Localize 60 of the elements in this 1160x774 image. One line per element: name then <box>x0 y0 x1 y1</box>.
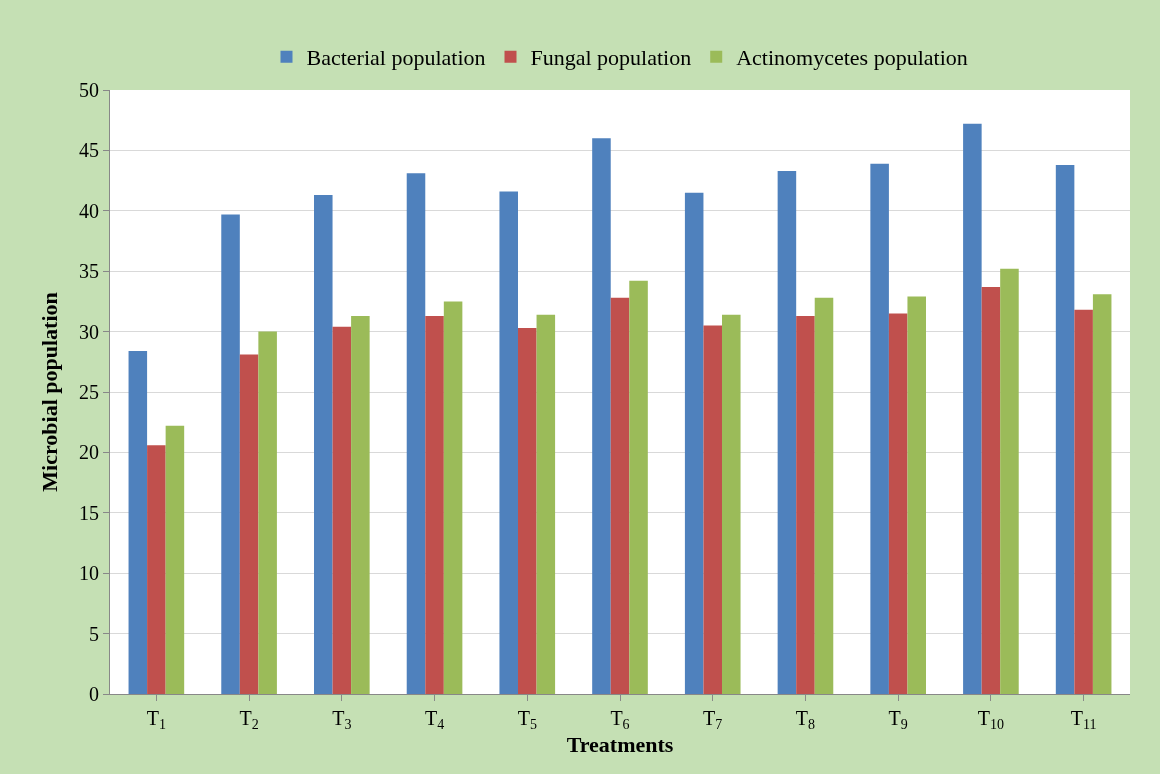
legend-label: Bacterial population <box>306 45 486 71</box>
bar <box>907 296 926 694</box>
bar <box>147 445 166 694</box>
bar <box>610 297 630 694</box>
bar <box>239 354 259 694</box>
y-tick-label: 0 <box>89 683 99 705</box>
x-tick-label: T$_{9}$ <box>888 707 908 733</box>
bar <box>258 331 277 694</box>
bar <box>425 315 444 694</box>
bar <box>536 314 556 694</box>
bar <box>351 315 370 694</box>
bar <box>684 192 704 694</box>
y-tick-label: 25 <box>79 381 99 403</box>
legend-label: Actinomycetes population <box>736 45 968 71</box>
y-tick-label: 20 <box>79 441 99 464</box>
y-tick-label: 10 <box>79 562 99 585</box>
x-axis-title: Treatments <box>566 732 674 758</box>
y-tick-label: 50 <box>79 79 99 101</box>
bar <box>722 314 741 694</box>
x-tick-label: T$_{3}$ <box>332 707 352 733</box>
bar <box>1092 294 1112 694</box>
bar <box>518 327 537 694</box>
x-tick-label: T$_{8}$ <box>795 707 816 733</box>
bar <box>499 191 518 694</box>
y-tick-label: 40 <box>79 199 99 222</box>
y-tick-label: 30 <box>79 320 99 343</box>
bar <box>796 315 815 694</box>
bar <box>332 326 352 694</box>
bar <box>963 123 982 694</box>
bar <box>629 280 648 694</box>
x-tick-label: T$_{1}$ <box>146 707 166 733</box>
y-tick-label: 15 <box>79 501 99 524</box>
x-tick-label: T$_{4}$ <box>424 707 445 733</box>
bar <box>888 313 908 694</box>
y-tick-label: 35 <box>79 260 99 283</box>
bar <box>870 163 889 694</box>
bar <box>703 325 722 694</box>
bar <box>981 286 1001 694</box>
bar <box>221 214 240 694</box>
x-tick-label: T$_{2}$ <box>239 707 259 733</box>
bar <box>406 173 426 694</box>
bar <box>777 170 797 694</box>
bar <box>314 195 333 694</box>
y-tick-label: 5 <box>89 622 99 645</box>
bar <box>592 138 611 694</box>
bar <box>165 425 185 694</box>
bar <box>1055 164 1075 694</box>
legend-label: Fungal population <box>530 45 692 71</box>
x-tick-label: T$_{11}$ <box>1070 707 1097 733</box>
bar <box>1000 268 1019 694</box>
y-tick-label: 45 <box>79 139 99 162</box>
bar <box>1074 309 1093 694</box>
bar <box>443 301 463 694</box>
x-tick-label: T$_{10}$ <box>977 707 1005 733</box>
x-tick-label: T$_{7}$ <box>703 707 723 733</box>
bar <box>128 350 148 694</box>
x-tick-label: T$_{5}$ <box>517 707 537 733</box>
y-axis-title: Microbial population <box>36 292 62 492</box>
x-tick-label: T$_{6}$ <box>610 707 630 733</box>
bar <box>814 297 834 694</box>
